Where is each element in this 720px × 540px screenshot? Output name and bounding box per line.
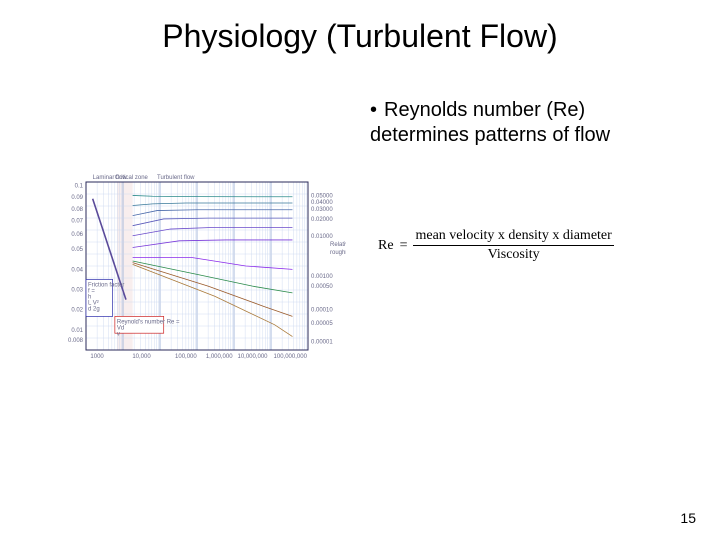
svg-text:d 2g: d 2g [88,306,100,312]
svg-text:0.05: 0.05 [71,247,83,253]
svg-text:Relative: Relative [330,242,346,248]
svg-text:0.09: 0.09 [71,195,83,201]
svg-text:10,000: 10,000 [132,354,151,360]
svg-text:1,000,000: 1,000,000 [206,354,233,360]
formula-lhs: Re [378,238,394,254]
moody-chart: Laminar flowCritical zoneTurbulent flow0… [56,168,346,378]
svg-text:0.06: 0.06 [71,232,83,238]
svg-text:Critical zone: Critical zone [115,175,149,181]
svg-text:0.03: 0.03 [71,288,83,294]
svg-text:0.05000: 0.05000 [311,193,333,199]
svg-text:0.07: 0.07 [71,219,83,225]
formula-eq: = [400,238,408,254]
svg-text:0.00100: 0.00100 [311,274,333,280]
svg-text:roughness: roughness [330,250,346,256]
svg-text:0.00050: 0.00050 [311,284,333,290]
svg-text:0.01000: 0.01000 [311,234,333,240]
svg-text:0.1: 0.1 [75,183,84,189]
page-number: 15 [680,510,696,526]
svg-text:0.04: 0.04 [71,267,83,273]
svg-text:0.02000: 0.02000 [311,217,333,223]
svg-text:Reynold's number Re =: Reynold's number Re = [117,319,180,325]
bullet-text: Reynolds number (Re) determines patterns… [370,99,610,146]
svg-text:1000: 1000 [90,354,104,360]
svg-text:0.008: 0.008 [68,338,84,344]
svg-text:0.03000: 0.03000 [311,207,333,213]
svg-text:0.08: 0.08 [71,207,83,213]
page-title: Physiology (Turbulent Flow) [0,0,720,55]
svg-text:100,000: 100,000 [175,354,197,360]
svg-text:ν: ν [117,331,120,337]
formula-denominator: Viscosity [488,246,540,263]
svg-text:0.00001: 0.00001 [311,340,333,346]
svg-text:100,000,000: 100,000,000 [274,354,308,360]
svg-text:0.01: 0.01 [71,328,83,334]
svg-text:0.02: 0.02 [71,308,83,314]
bullet-marker: • [370,98,384,123]
svg-text:0.00010: 0.00010 [311,308,333,314]
bullet-item: •Reynolds number (Re) determines pattern… [370,98,670,148]
svg-text:Turbulent flow: Turbulent flow [157,175,195,181]
svg-text:0.04000: 0.04000 [311,200,333,206]
svg-text:10,000,000: 10,000,000 [237,354,268,360]
svg-text:0.00005: 0.00005 [311,321,333,327]
formula-numerator: mean velocity x density x diameter [413,228,613,246]
reynolds-formula: Re = mean velocity x density x diameter … [378,228,678,263]
